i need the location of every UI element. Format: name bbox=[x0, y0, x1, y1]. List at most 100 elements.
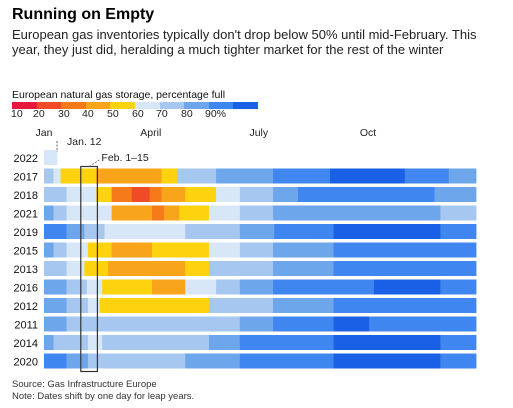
heatmap-cell bbox=[152, 279, 186, 295]
heatmap-cell bbox=[66, 335, 89, 350]
legend-color-bar bbox=[12, 102, 258, 109]
year-label: 2020 bbox=[14, 357, 38, 369]
heatmap-cell bbox=[239, 279, 274, 295]
heatmap-cell bbox=[44, 316, 54, 332]
heatmap-cell bbox=[179, 242, 210, 258]
heatmap-cell bbox=[239, 187, 274, 202]
heatmap-cell bbox=[53, 205, 67, 221]
heatmap-cell bbox=[333, 279, 375, 295]
heatmap-cell bbox=[137, 298, 186, 313]
heatmap-cell bbox=[239, 168, 274, 184]
heatmap-cell bbox=[66, 242, 89, 258]
heatmap-cell bbox=[273, 279, 334, 295]
heatmap-cell bbox=[273, 187, 299, 202]
heatmap-cell bbox=[185, 279, 217, 295]
heatmap-cell bbox=[440, 316, 477, 332]
heatmap-cell bbox=[66, 187, 97, 202]
heatmap-cell bbox=[404, 168, 450, 184]
heatmap-cell bbox=[44, 335, 54, 350]
year-label: 2018 bbox=[14, 190, 38, 202]
heatmap-cell bbox=[66, 279, 88, 295]
heatmap-cell bbox=[102, 353, 133, 369]
year-label: 2021 bbox=[14, 209, 38, 221]
heatmap-cell bbox=[440, 335, 477, 350]
heatmap-cell bbox=[84, 261, 109, 276]
heatmap-cell bbox=[66, 298, 89, 313]
month-label: Oct bbox=[360, 127, 376, 139]
heatmap-cell bbox=[53, 242, 67, 258]
heatmap-cell bbox=[185, 224, 241, 239]
heatmap-cell bbox=[87, 298, 101, 313]
legend-swatch bbox=[12, 102, 37, 109]
heatmap-cell bbox=[440, 353, 477, 369]
heatmap-cell bbox=[102, 335, 153, 350]
legend-swatch bbox=[85, 102, 111, 109]
heatmap-cell bbox=[239, 224, 275, 239]
heatmap-cell bbox=[239, 298, 274, 313]
heatmap-cell bbox=[111, 187, 133, 202]
heatmap-cell bbox=[135, 261, 162, 276]
heatmap-cell bbox=[404, 187, 435, 202]
heatmap-chart: Jan April July Oct 2022 2017 2018 2021 2019 2015 2… bbox=[14, 127, 477, 373]
year-label: 2022 bbox=[14, 153, 38, 165]
heatmap-cell bbox=[239, 242, 274, 258]
month-label: July bbox=[249, 127, 268, 139]
year-label: 2014 bbox=[14, 338, 38, 350]
heatmap-cell bbox=[333, 298, 388, 313]
legend-tick: 40 bbox=[82, 108, 94, 120]
heatmap-cell bbox=[87, 353, 103, 369]
heatmap-cell bbox=[86, 279, 103, 295]
heatmap-cell bbox=[273, 298, 334, 313]
year-label: 2015 bbox=[14, 246, 38, 258]
heatmap-cell bbox=[84, 224, 105, 239]
heatmap-cell bbox=[448, 168, 477, 184]
heatmap-cell bbox=[375, 261, 441, 276]
heatmap-cell bbox=[66, 261, 85, 276]
source-note: Source: Gas Infrastructure Europe Note: … bbox=[12, 379, 194, 403]
heatmap-cell bbox=[87, 335, 103, 350]
heatmap-cell bbox=[333, 261, 376, 276]
heatmap-cell bbox=[273, 316, 334, 332]
heatmap-cell bbox=[297, 187, 336, 202]
heatmap-cell bbox=[386, 298, 441, 313]
legend-title: European natural gas storage, percentage… bbox=[12, 89, 226, 101]
year-label: 2017 bbox=[14, 172, 38, 184]
month-label: April bbox=[140, 127, 161, 139]
heatmap-cell bbox=[131, 187, 151, 202]
heatmap-cell bbox=[66, 316, 89, 332]
legend-ticks: 10 20 30 40 50 60 70 80 90% bbox=[11, 108, 272, 122]
heatmap-cell bbox=[53, 168, 62, 184]
heatmap-cell bbox=[143, 168, 162, 184]
legend-swatch bbox=[233, 102, 258, 109]
heatmap-cell bbox=[44, 150, 58, 165]
heatmap-cell bbox=[333, 316, 370, 332]
heatmap-cell bbox=[440, 279, 477, 295]
heatmap-cell bbox=[185, 353, 241, 369]
legend-tick: 80 bbox=[181, 108, 193, 120]
heatmap-cell bbox=[152, 353, 186, 369]
heatmap-cell bbox=[404, 205, 441, 221]
heatmap-cell bbox=[176, 168, 198, 184]
heatmap-cell bbox=[239, 261, 274, 276]
heatmap-cell bbox=[274, 224, 334, 239]
heatmap-cell bbox=[163, 205, 180, 221]
heatmap-cell bbox=[208, 242, 241, 258]
legend-tick: 60 bbox=[132, 108, 144, 120]
footnote-text: Note: Dates shift by one day for leap ye… bbox=[12, 391, 195, 402]
heatmap-cell bbox=[334, 187, 406, 202]
heatmap-cell bbox=[373, 279, 400, 295]
heatmap-cell bbox=[131, 353, 153, 369]
chart-title: Running on Empty bbox=[12, 6, 155, 23]
heatmap-cell bbox=[104, 316, 198, 332]
heatmap-cell bbox=[44, 224, 54, 239]
annotation-label-jan12: Jan. 12 bbox=[67, 136, 102, 148]
legend-swatch bbox=[110, 102, 135, 109]
heatmap-cell bbox=[440, 224, 477, 239]
heatmap-cell bbox=[53, 279, 67, 295]
heatmap-cell bbox=[208, 205, 241, 221]
heatmap-cell bbox=[53, 187, 67, 202]
heatmap-cell bbox=[53, 335, 67, 350]
legend-swatch bbox=[61, 102, 86, 109]
heatmap-cell bbox=[216, 168, 241, 184]
